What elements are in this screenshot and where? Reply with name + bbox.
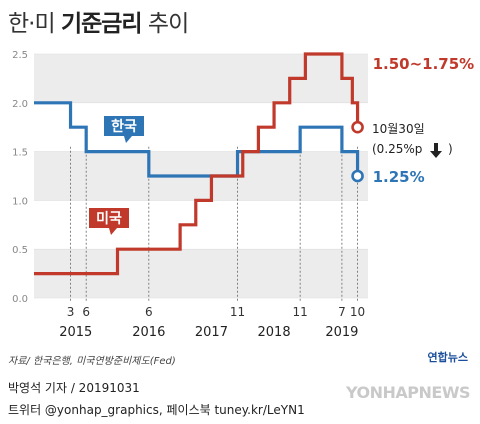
y-tick-label: 2.5: [12, 50, 28, 61]
month-tick-label: 6: [82, 305, 90, 319]
year-label: 2016: [132, 325, 165, 340]
series-end-marker: [351, 169, 364, 183]
y-tick-label: 1.5: [12, 148, 28, 159]
social-credit: 트위터 @yonhap_graphics, 페이스북 tuney.kr/LeYN…: [8, 403, 305, 417]
month-tick-label: 10: [350, 305, 365, 319]
y-tick-label: 1.0: [12, 196, 28, 207]
year-label: 2015: [59, 325, 92, 340]
grid-band: [34, 54, 368, 103]
y-tick-label: 2.0: [12, 99, 28, 110]
chart-title: 한·미 기준금리 추이: [8, 4, 189, 38]
series-line: [34, 52, 360, 276]
year-label: 2017: [195, 325, 228, 340]
year-label: 2018: [258, 325, 291, 340]
yonhap-watermark: YONHAPNEWS: [346, 383, 471, 402]
yonhap-logo: 연합뉴스: [427, 351, 468, 364]
legend-callout-label: 미국: [96, 211, 122, 227]
annotation-change: (0.25%p: [372, 142, 422, 156]
series-end-label: 1.25%: [373, 168, 425, 186]
month-tick-label: 11: [230, 305, 245, 319]
year-label: 2019: [325, 325, 358, 340]
series-end-marker: [351, 120, 364, 134]
legend-callout: [89, 208, 129, 235]
title-plain: 한·미: [8, 11, 61, 37]
series-end-label: 1.50~1.75%: [373, 55, 475, 73]
annotation-date: 10월30일: [372, 122, 425, 136]
source-note: 자료/ 한국은행, 미국연방준비제도(Fed): [8, 356, 176, 367]
down-arrow-icon: [430, 143, 442, 158]
legend-callout-label: 한국: [111, 119, 137, 135]
month-tick-label: 3: [67, 305, 75, 319]
legend-callout: [104, 116, 144, 143]
month-tick-label: 7: [338, 305, 346, 319]
title-bold: 기준금리: [60, 11, 143, 37]
y-tick-label: 0.0: [12, 294, 28, 305]
annotation-close: ): [448, 142, 453, 156]
month-tick-label: 11: [293, 305, 308, 319]
month-tick-label: 6: [145, 305, 153, 319]
reporter-credit: 박영석 기자 / 20191031: [8, 381, 140, 395]
title-suffix: 추이: [141, 11, 189, 37]
y-tick-label: 0.5: [12, 245, 28, 256]
